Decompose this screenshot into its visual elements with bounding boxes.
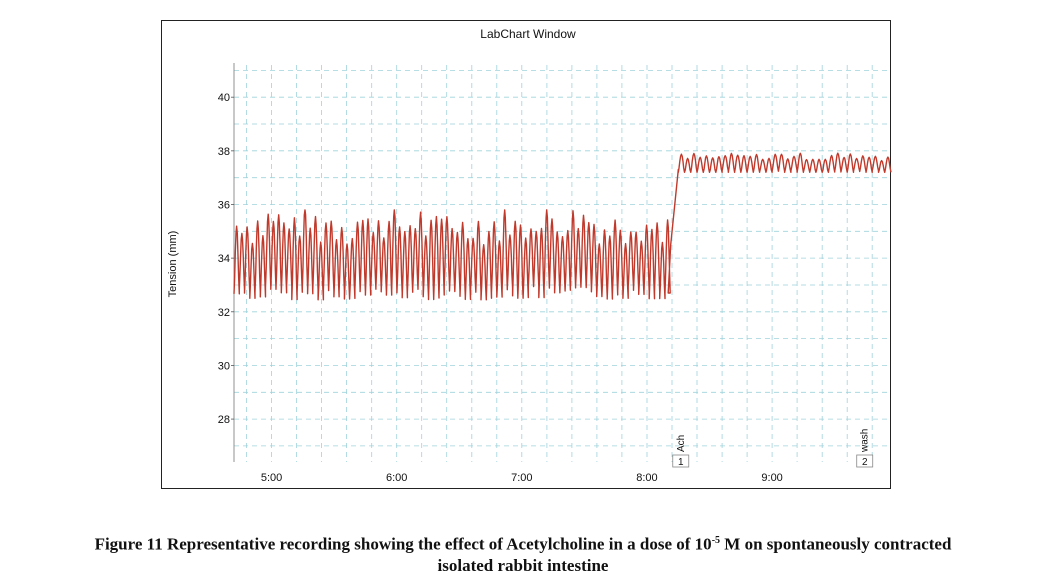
y-tick-label: 38 bbox=[218, 146, 230, 158]
y-tick-label: 36 bbox=[218, 199, 230, 211]
axes: 28 30 32 34 36 38 40 5:00 6:00 7:00 8:00 9:00 bbox=[218, 63, 783, 484]
chart-title: LabChart Window bbox=[480, 27, 576, 41]
tension-trace-line bbox=[233, 152, 892, 301]
caption-text-b: M on spontaneously contracted bbox=[720, 534, 952, 554]
event-number-2: 2 bbox=[862, 457, 868, 468]
chart-window: LabChart Window Tension (mm) 28 30 32 34 36 3… bbox=[161, 20, 892, 489]
y-tick-label: 30 bbox=[218, 360, 230, 372]
caption-text-a: Figure 11 Representative recording showi… bbox=[94, 534, 712, 554]
trace-layer bbox=[233, 152, 892, 301]
caption-superscript: -5 bbox=[711, 535, 721, 546]
x-tick-label: 9:00 bbox=[761, 472, 782, 484]
x-tick-label: 8:00 bbox=[636, 472, 657, 484]
event-label-ach: Ach bbox=[676, 435, 687, 452]
x-tick-label: 7:00 bbox=[511, 472, 532, 484]
tension-chart: LabChart Window Tension (mm) 28 30 32 34 36 3… bbox=[167, 27, 892, 484]
y-tick-label: 32 bbox=[218, 307, 230, 319]
event-number-box bbox=[856, 454, 874, 468]
y-tick-label: 40 bbox=[218, 92, 230, 104]
figure-caption-line-2: isolated rabbit intestine bbox=[437, 556, 609, 575]
x-tick-label: 6:00 bbox=[386, 472, 407, 484]
y-axis-label: Tension (mm) bbox=[167, 231, 179, 298]
y-tick-label: 28 bbox=[218, 414, 230, 426]
event-number-box bbox=[672, 454, 690, 468]
event-number-1: 1 bbox=[678, 457, 684, 468]
event-marker-2: wash 2 bbox=[856, 429, 874, 468]
figure-caption-line-1: Figure 11 Representative recording showi… bbox=[0, 529, 1046, 557]
event-marker-1: Ach 1 bbox=[672, 435, 690, 468]
y-tick-label: 34 bbox=[218, 253, 230, 265]
event-markers: Ach 1 wash 2 bbox=[672, 429, 874, 468]
x-tick-label: 5:00 bbox=[261, 472, 282, 484]
event-label-wash: wash bbox=[860, 429, 871, 453]
